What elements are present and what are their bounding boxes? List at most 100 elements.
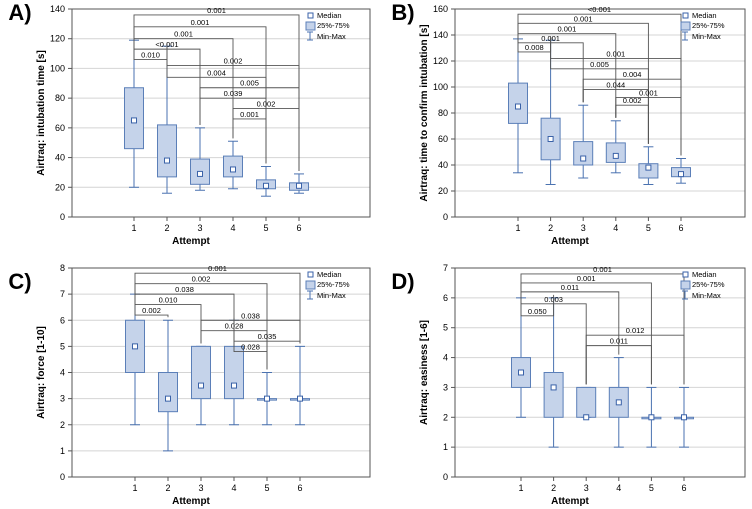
x-axis-title: Attempt xyxy=(551,236,589,247)
y-tick-label: 140 xyxy=(50,4,65,14)
comparison-bracket: 0.011 xyxy=(585,337,652,385)
median-marker xyxy=(648,414,655,421)
p-value-label: 0.001 xyxy=(558,25,577,34)
y-tick-label: 60 xyxy=(438,134,448,144)
x-tick-label: 3 xyxy=(581,223,586,233)
x-tick-label: 6 xyxy=(678,223,683,233)
y-axis-title: Airtraq: force [1-10] xyxy=(36,326,47,419)
bracket-line xyxy=(582,78,682,156)
panel-label: A) xyxy=(8,0,31,25)
legend-iqr-label: 25%-75% xyxy=(692,280,725,289)
y-tick-label: 40 xyxy=(55,153,65,163)
y-axis-title: Airtraq: easiness [1-6] xyxy=(419,320,430,425)
p-value-label: 0.002 xyxy=(257,100,276,109)
bracket-line xyxy=(520,294,555,317)
median-marker xyxy=(547,136,554,142)
bracket-line xyxy=(134,272,301,344)
y-tick-label: 2 xyxy=(60,420,65,430)
x-tick-label: 4 xyxy=(231,483,236,493)
y-tick-label: 2 xyxy=(443,412,448,422)
median-marker xyxy=(164,157,170,164)
median-marker xyxy=(518,369,524,376)
y-tick-label: 140 xyxy=(433,30,448,40)
p-value-label: 0.035 xyxy=(258,332,277,341)
legend-iqr-label: 25%-75% xyxy=(317,21,350,30)
bracket-line xyxy=(199,87,300,171)
p-value-label: 0.001 xyxy=(191,18,210,27)
p-value-label: 0.001 xyxy=(577,274,596,283)
bracket-line xyxy=(520,282,652,385)
bracket-line xyxy=(520,273,685,385)
bracket-line xyxy=(200,319,301,344)
p-value-label: 0.001 xyxy=(174,30,193,39)
y-tick-label: 60 xyxy=(55,123,65,133)
y-tick-label: 3 xyxy=(60,394,65,404)
box-attempt-3 xyxy=(191,345,211,426)
p-value-label: 0.001 xyxy=(208,264,227,273)
y-tick-label: 0 xyxy=(60,472,65,482)
p-value-label: 0.050 xyxy=(528,307,547,316)
p-value-label: 0.038 xyxy=(175,285,194,294)
bracket-line xyxy=(520,291,620,355)
median-marker xyxy=(681,414,687,421)
p-value-label: 0.005 xyxy=(590,60,609,69)
y-tick-label: 6 xyxy=(443,293,448,303)
y-tick-label: 80 xyxy=(438,108,448,118)
y-tick-label: 100 xyxy=(50,63,65,73)
comparison-bracket: 0.002 xyxy=(134,275,268,370)
median-marker xyxy=(197,170,203,177)
p-value-label: 0.004 xyxy=(623,70,642,79)
box-attempt-3 xyxy=(576,386,597,421)
box-attempt-5 xyxy=(256,165,276,197)
y-tick-label: 120 xyxy=(50,34,65,44)
x-tick-label: 4 xyxy=(230,223,235,233)
p-value-label: 0.011 xyxy=(561,283,579,292)
comparison-bracket: 0.001 xyxy=(232,110,267,164)
iqr-box xyxy=(158,372,178,413)
x-tick-label: 6 xyxy=(681,483,686,493)
panel-label: B) xyxy=(391,0,414,25)
x-tick-label: 1 xyxy=(131,223,136,233)
x-tick-label: 6 xyxy=(297,483,302,493)
x-tick-label: 5 xyxy=(264,483,269,493)
iqr-box xyxy=(605,142,626,163)
legend-median-label: Median xyxy=(692,11,717,20)
median-marker xyxy=(263,182,269,189)
p-value-label: 0.028 xyxy=(241,343,260,352)
legend-median-icon xyxy=(307,271,314,278)
comparison-bracket: 0.012 xyxy=(585,326,685,385)
legend-median-icon xyxy=(682,12,689,19)
bracket-line xyxy=(585,345,652,385)
median-marker xyxy=(231,382,237,389)
x-tick-label: 2 xyxy=(165,483,170,493)
box-attempt-6 xyxy=(671,158,691,184)
p-value-label: 0.002 xyxy=(224,56,243,65)
p-value-label: 0.001 xyxy=(207,6,226,15)
bracket-line xyxy=(166,43,267,164)
median-marker xyxy=(515,103,521,110)
x-axis-title: Attempt xyxy=(551,496,589,507)
panel-label: D) xyxy=(391,269,414,294)
iqr-box xyxy=(508,82,528,124)
median-marker xyxy=(132,343,138,350)
panel-d: 0 1 2 3 4 5 6 7 1 2 3 4 5 6 Attempt Airtraq: easiness [… xyxy=(391,263,746,507)
p-value-label: 0.001 xyxy=(240,110,259,119)
p-value-label: 0.005 xyxy=(240,79,259,88)
comparison-bracket: 0.001 xyxy=(134,264,301,344)
comparison-bracket: 0.005 xyxy=(550,37,649,144)
plot-frame xyxy=(454,8,746,218)
median-marker xyxy=(165,395,171,402)
y-tick-label: 6 xyxy=(60,315,65,325)
bracket-line xyxy=(517,33,617,118)
y-tick-label: 160 xyxy=(433,4,448,14)
legend-median-label: Median xyxy=(692,270,717,279)
p-value-label: 0.038 xyxy=(241,311,260,320)
legend-median-icon xyxy=(682,271,689,278)
box-attempt-5 xyxy=(638,146,659,185)
box-attempt-1 xyxy=(124,39,144,188)
iqr-box xyxy=(224,345,244,400)
median-marker xyxy=(198,382,204,389)
legend-median-label: Median xyxy=(317,11,342,20)
